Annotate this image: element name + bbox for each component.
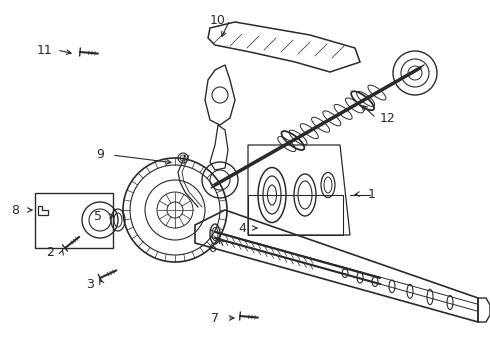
Text: 6: 6 — [208, 242, 216, 255]
Bar — [248, 195, 343, 235]
Text: 11: 11 — [37, 44, 53, 57]
Text: 5: 5 — [94, 210, 102, 222]
Text: 8: 8 — [11, 203, 19, 216]
Bar — [35, 193, 113, 248]
Text: 12: 12 — [380, 112, 396, 125]
Text: 7: 7 — [211, 311, 219, 324]
Text: 2: 2 — [46, 246, 54, 258]
Text: 3: 3 — [86, 278, 94, 291]
Text: 1: 1 — [368, 188, 376, 201]
Text: 10: 10 — [210, 13, 226, 27]
Text: 9: 9 — [96, 148, 104, 162]
Text: 4: 4 — [238, 221, 246, 234]
